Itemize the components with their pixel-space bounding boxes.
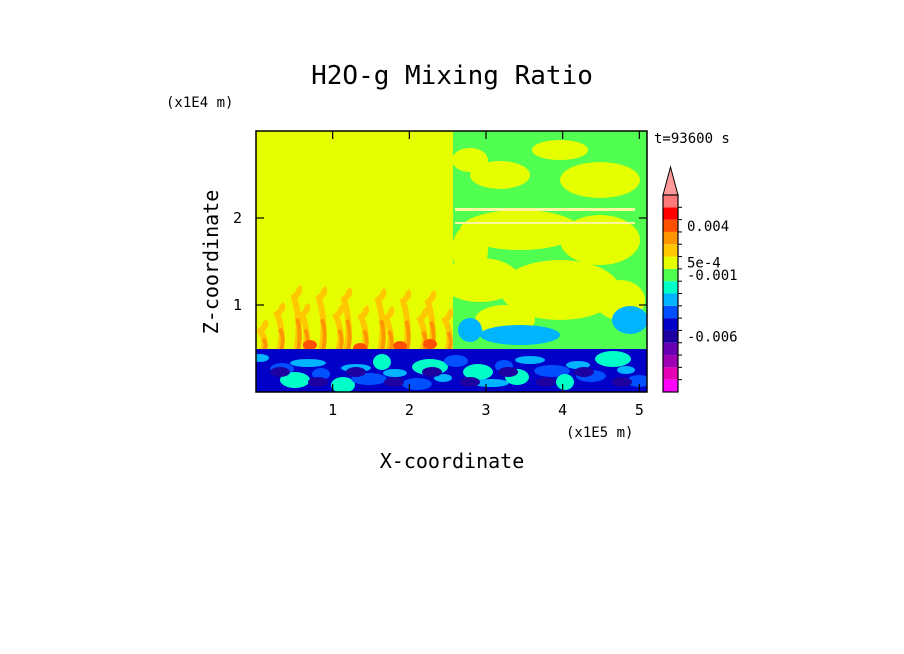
field-patch <box>308 377 328 387</box>
field-patch <box>515 356 545 364</box>
field-patch <box>460 377 480 387</box>
colorbar-segment <box>663 244 678 257</box>
y-tick-label: 2 <box>233 209 242 227</box>
plume-core <box>278 327 285 352</box>
field-patch <box>595 351 631 367</box>
plot-frame <box>255 130 648 393</box>
field-patch <box>560 162 640 198</box>
chart-title: H2O-g Mixing Ratio <box>311 61 593 91</box>
colorbar-segment <box>663 330 678 343</box>
field-patch <box>346 367 366 377</box>
field-patch <box>256 354 269 362</box>
x-tick-label: 3 <box>481 401 490 419</box>
field-patch <box>331 377 355 392</box>
x-tick-label: 4 <box>558 401 567 419</box>
colorbar-segment <box>663 256 678 269</box>
colorbar-label: 5e-4 <box>687 256 721 272</box>
field-patch <box>473 379 509 387</box>
field-patch <box>458 318 482 342</box>
field-patch <box>463 364 493 380</box>
colorbar-segment <box>663 231 678 245</box>
colorbar-segment <box>663 305 678 319</box>
colorbar-segment <box>663 367 678 380</box>
colorbar-segment <box>663 195 678 208</box>
colorbar-segment <box>663 219 678 232</box>
field-patch <box>373 354 391 370</box>
colorbar-label: 0.004 <box>687 219 729 235</box>
field-patch <box>384 377 404 387</box>
field-patch <box>280 372 310 388</box>
y-axis-ticks: 12 <box>233 209 647 314</box>
x-tick-label: 1 <box>328 401 337 419</box>
field-patch <box>617 366 635 374</box>
colorbar-segment <box>663 318 678 331</box>
x-axis-ticks: 1 2 3 4 5 <box>328 131 644 419</box>
y-tick-label: 1 <box>233 296 242 314</box>
field-patch <box>627 375 647 387</box>
field-patch <box>383 369 407 377</box>
field-patch <box>574 367 594 377</box>
field-patch <box>480 325 560 345</box>
field-patch <box>434 374 452 382</box>
field-streak <box>455 208 635 211</box>
field-patch <box>290 359 326 367</box>
colorbar-label: -0.001 <box>687 268 738 284</box>
field-patch <box>444 355 468 367</box>
colorbar-segment <box>663 207 678 220</box>
plume-base <box>303 340 317 350</box>
upper-right-yellow-patches <box>440 140 647 345</box>
heatmap-field <box>256 131 647 392</box>
field-patch <box>270 367 290 377</box>
region-upper-left <box>256 131 453 351</box>
y-axis-label: Z-coordinate <box>199 190 223 335</box>
colorbar-over-arrow <box>662 165 679 196</box>
time-label: t=93600 s <box>654 131 730 147</box>
colorbar: 0.004 5e-4-0.001 -0.006 <box>662 165 738 393</box>
field-patch <box>470 161 530 189</box>
x-tick-label: 5 <box>635 401 644 419</box>
colorbar-segment <box>663 293 678 306</box>
field-patch <box>536 377 556 387</box>
x-scale-label: (x1E5 m) <box>566 425 633 441</box>
orange-plumes <box>256 284 454 353</box>
colorbar-segment <box>663 379 678 392</box>
x-tick-label: 2 <box>405 401 414 419</box>
x-axis-label: X-coordinate <box>380 449 525 473</box>
plume-core <box>320 318 327 352</box>
field-patch <box>500 260 620 320</box>
colorbar-segment <box>663 355 678 368</box>
field-patch <box>460 210 580 250</box>
plume-base <box>423 339 437 349</box>
colorbar-label: -0.006 <box>687 330 738 346</box>
field-patch <box>560 215 640 265</box>
field-patch <box>556 374 574 390</box>
plume-core <box>295 317 302 352</box>
colorbar-segment <box>663 281 678 294</box>
colorbar-segment <box>663 268 678 282</box>
field-patch <box>312 368 330 380</box>
plume-base <box>393 341 407 351</box>
field-patch <box>534 365 570 377</box>
field-patch <box>612 377 632 387</box>
y-scale-label: (x1E4 m) <box>166 95 233 111</box>
field-streak <box>455 222 635 224</box>
colorbar-segment <box>663 342 678 356</box>
field-patch <box>532 140 588 160</box>
plume-core <box>379 319 386 352</box>
lower-layer-patches <box>256 351 647 392</box>
field-patch <box>612 306 647 334</box>
field-patch <box>402 378 432 390</box>
field-patch <box>422 367 442 377</box>
field-patch <box>452 225 488 275</box>
plume-core <box>345 319 352 352</box>
field-patch <box>498 367 518 377</box>
plume-core <box>404 320 411 352</box>
